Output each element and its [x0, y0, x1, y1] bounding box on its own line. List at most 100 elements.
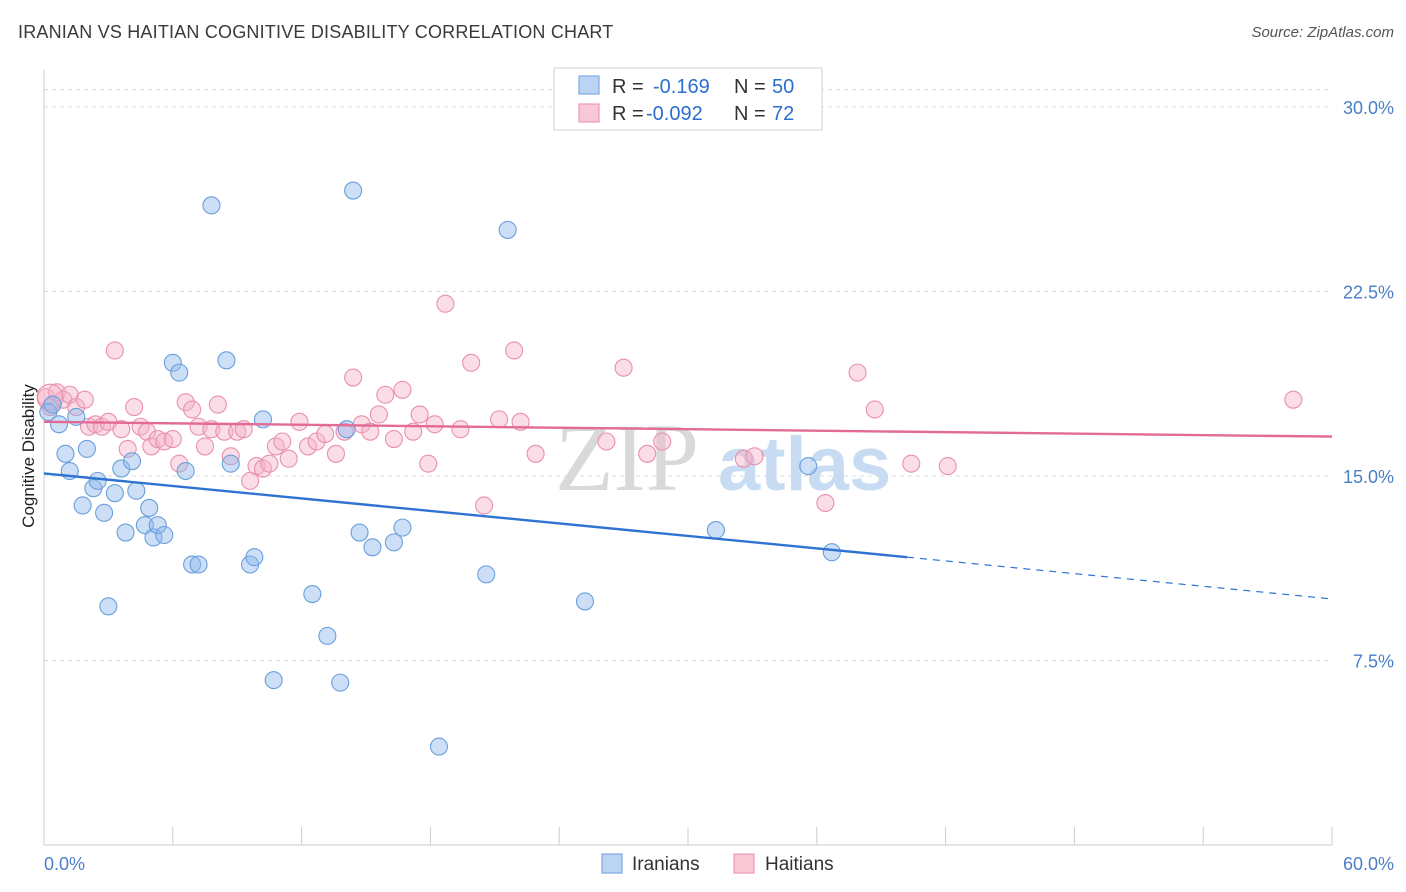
legend-n-value-1: 50	[772, 76, 794, 98]
legend-n-label-1: N =	[734, 76, 766, 98]
haitians-point-68	[734, 449, 753, 468]
haitians-point-22	[176, 393, 195, 412]
iranians-point-2	[49, 415, 69, 434]
iranians-point-18	[140, 498, 159, 517]
iranians-point-7	[77, 439, 96, 458]
haitians-point-44	[335, 422, 354, 441]
haitians-point-20	[163, 429, 182, 449]
iranians-point-49	[822, 543, 841, 562]
iranians-point-26	[189, 555, 208, 574]
iranians-trendline-extension	[906, 556, 1333, 600]
haitians-point-66	[638, 444, 657, 463]
x-minor-ticks	[43, 827, 1333, 845]
iranians-point-25	[183, 555, 202, 574]
legend-swatch-haitians	[578, 103, 600, 123]
haitians-point-53	[410, 405, 429, 424]
iranians-point-42	[393, 518, 412, 537]
legend-r-label-2: R =	[612, 103, 644, 125]
haitians-point-58	[462, 353, 481, 372]
iranians-point-17	[135, 516, 154, 535]
bottom-legend-swatch-iranians	[601, 853, 623, 874]
haitians-point-67	[653, 432, 672, 451]
y-tick-labels: 7.5% 15.0% 22.5% 30.0%	[1343, 98, 1394, 672]
haitians-point-72	[865, 400, 884, 419]
legend-box: R = -0.169 N = 50 R = -0.092 N = 72	[553, 67, 823, 131]
iranians-point-45	[498, 220, 517, 239]
haitians-point-70	[816, 493, 835, 513]
iranians-point-22	[163, 353, 182, 372]
x-tick-label-max: 60.0%	[1343, 854, 1394, 874]
haitians-point-29	[221, 447, 240, 466]
iranians-point-23	[170, 363, 189, 382]
iranians-point-34	[303, 584, 322, 604]
iranians-point-24	[176, 461, 195, 481]
iranians-point-33	[264, 671, 283, 690]
haitians-point-71	[848, 363, 867, 382]
iranians-point-31	[245, 548, 264, 567]
iranians-point-13	[112, 459, 131, 478]
iranians-point-14	[116, 523, 135, 542]
iranians-point-1	[43, 395, 62, 414]
haitians-point-43	[326, 444, 345, 463]
y-tick-label-1: 15.0%	[1343, 467, 1394, 487]
haitians-point-38	[279, 449, 298, 468]
iranians-point-39	[350, 523, 369, 542]
haitians-point-69	[745, 447, 764, 466]
haitians-point-73	[902, 454, 921, 473]
haitians-point-74	[938, 457, 957, 476]
haitians-point-50	[384, 429, 403, 449]
haitians-point-42	[316, 425, 335, 444]
y-tick-label-2: 22.5%	[1343, 282, 1394, 302]
haitians-point-6	[75, 390, 94, 409]
iranians-point-29	[221, 454, 240, 473]
haitians-trendline	[43, 420, 1333, 438]
iranians-point-3	[56, 444, 75, 463]
legend-n-label-2: N =	[734, 103, 766, 125]
iranians-point-43	[429, 737, 449, 756]
bottom-legend-label-iranians: Iranians	[632, 854, 700, 875]
iranians-trendline	[43, 472, 908, 559]
haitians-point-11	[105, 341, 124, 360]
legend-n-value-2: 72	[772, 103, 794, 125]
iranians-point-27	[202, 196, 221, 215]
iranians-point-12	[105, 484, 124, 503]
legend-swatch-iranians	[578, 75, 600, 95]
iranians-point-20	[148, 516, 167, 535]
haitians-point-14	[125, 398, 144, 417]
iranians-point-35	[318, 626, 337, 645]
x-tick-label-min: 0.0%	[44, 854, 85, 874]
haitians-point-45	[344, 368, 363, 387]
haitians-point-48	[369, 405, 388, 424]
haitians-point-61	[505, 341, 524, 360]
legend-r-value-2: -0.092	[646, 103, 703, 125]
watermark: ZIP atlas	[555, 404, 891, 511]
haitians-point-65	[614, 358, 633, 377]
iranians-point-9	[88, 471, 107, 490]
iranians-point-36	[331, 673, 350, 692]
bottom-legend-swatch-haitians	[733, 853, 755, 874]
iranians-point-47	[706, 521, 725, 540]
iranians-point-21	[155, 525, 174, 545]
haitians-point-23	[183, 400, 202, 419]
haitians-point-47	[361, 422, 380, 441]
iranians-point-48	[799, 457, 818, 476]
haitians-point-35	[260, 454, 279, 473]
legend-r-value-1: -0.169	[653, 76, 710, 98]
series-haitians-points	[36, 294, 1303, 515]
iranians-point-16	[127, 481, 146, 500]
iranians-point-15	[122, 452, 142, 471]
haitians-point-63	[526, 444, 545, 463]
iranians-point-6	[73, 496, 92, 515]
y-tick-label-3: 30.0%	[1343, 98, 1394, 118]
iranians-point-46	[575, 592, 595, 611]
haitians-point-21	[170, 454, 189, 473]
haitians-point-12	[112, 420, 131, 439]
bottom-legend: Iranians Haitians	[601, 853, 834, 875]
iranians-point-10	[95, 503, 114, 522]
iranians-point-37	[337, 420, 356, 439]
watermark-atlas: atlas	[718, 422, 891, 507]
iranians-point-28	[217, 351, 236, 370]
haitians-point-37	[273, 432, 292, 451]
iranians-point-44	[477, 565, 496, 584]
